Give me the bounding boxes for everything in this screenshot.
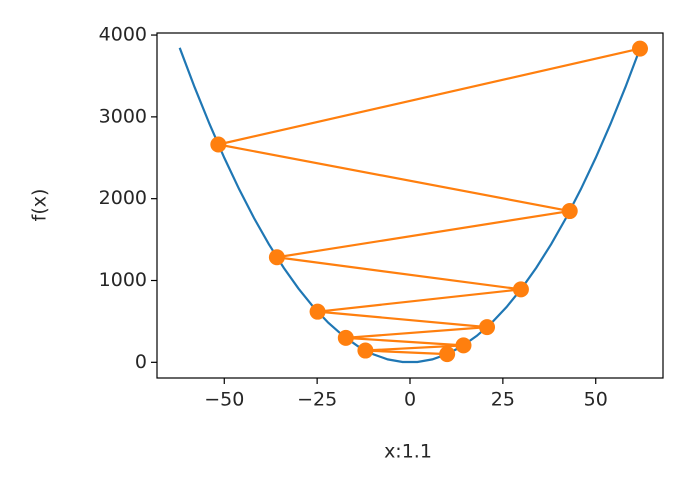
point — [357, 342, 374, 359]
point — [455, 337, 472, 354]
point — [479, 319, 496, 336]
y-tick-label: 0 — [135, 351, 147, 373]
x-tick-label: 25 — [491, 389, 515, 411]
x-tick-label: 0 — [404, 389, 416, 411]
y-tick-label: 1000 — [99, 269, 147, 291]
x-tick-label: 50 — [584, 389, 608, 411]
point — [210, 136, 227, 153]
point — [337, 329, 354, 346]
x-tick-label: −50 — [204, 389, 244, 411]
point — [268, 249, 285, 266]
y-axis-label: f(x) — [29, 189, 51, 222]
series-line — [178, 47, 642, 364]
plot-frame — [156, 32, 664, 379]
x-axis-label: x:1.1 — [384, 441, 432, 463]
series-line — [218, 47, 641, 356]
y-tick-label: 3000 — [99, 105, 147, 127]
y-tick-label: 2000 — [99, 187, 147, 209]
point — [561, 203, 578, 220]
point — [439, 346, 456, 363]
point — [631, 40, 648, 57]
x-tick-label: −25 — [297, 389, 337, 411]
y-tick-label: 4000 — [99, 24, 147, 46]
point — [512, 281, 529, 298]
point — [309, 303, 326, 320]
